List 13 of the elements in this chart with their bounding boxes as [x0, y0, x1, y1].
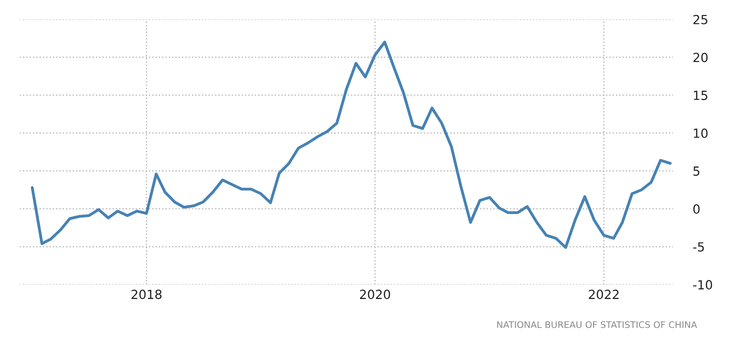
y-tick-label: 5 [693, 166, 700, 176]
x-tick-label: 2018 [132, 290, 162, 300]
y-tick-label: 20 [693, 52, 708, 62]
y-tick-label: 25 [693, 14, 708, 24]
line-series [30, 40, 672, 249]
y-tick-label: 15 [694, 90, 708, 100]
y-tick-label: -10 [693, 280, 712, 290]
text: NATIONAL BUREAU OF STATISTICS OF CHINA [497, 321, 698, 328]
y-tick-label: -5 [693, 242, 704, 252]
y-tick-label: 10 [694, 128, 708, 138]
y-tick-label: 0 [693, 204, 700, 214]
x-tick-label: 2020 [360, 290, 390, 300]
x-tick-label: 2022 [588, 290, 619, 300]
